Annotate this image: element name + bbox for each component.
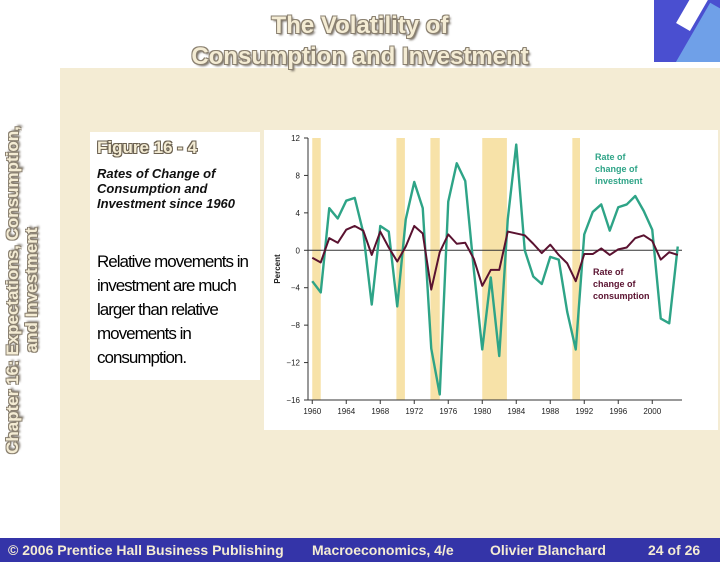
- y-tick-label: 8: [296, 171, 301, 180]
- x-tick-label: 1976: [439, 407, 457, 416]
- figure-subtitle: Rates of Change of Consumption and Inves…: [97, 166, 236, 211]
- y-axis-label: Percent: [273, 254, 282, 284]
- x-tick-label: 1996: [609, 407, 627, 416]
- y-tick-label: −4: [291, 284, 301, 293]
- footer-author: Olivier Blanchard: [490, 542, 606, 558]
- x-tick-label: 1968: [371, 407, 389, 416]
- y-tick-label: −8: [291, 321, 301, 330]
- corner-logo-graphic: [654, 0, 720, 62]
- y-tick-label: 12: [291, 134, 300, 143]
- consumption-series-label: Rate of: [593, 267, 625, 277]
- recession-band: [572, 138, 580, 400]
- chart-container: 12 8 4 0 −4 −8 −12 −16 1960 1964 1968 1972 1976 1980 1…: [264, 130, 718, 430]
- x-tick-label: 1972: [405, 407, 423, 416]
- y-tick-label: −12: [286, 359, 300, 368]
- y-tick-label: −16: [286, 396, 300, 405]
- figure-description: Relative movements in investment are muc…: [97, 252, 249, 367]
- slide-title-line2: Consumption and Investment: [191, 43, 529, 70]
- figure-caption-box: Figure 16 - 4 Rates of Change of Consump…: [90, 132, 260, 380]
- slide-title: The Volatility of Consumption and Invest…: [100, 10, 620, 72]
- slide-title-line1: The Volatility of: [271, 12, 449, 39]
- chapter-label-line1: Chapter 16: Expectations, Consumption,: [3, 126, 22, 454]
- x-tick-label: 1964: [337, 407, 355, 416]
- figure-label: Figure 16 - 4: [97, 138, 198, 157]
- consumption-series-label: change of: [593, 279, 637, 289]
- left-margin-band: [0, 0, 60, 538]
- consumption-series-label: consumption: [593, 291, 650, 301]
- x-tick-label: 1980: [473, 407, 491, 416]
- footer-bar: © 2006 Prentice Hall Business Publishing…: [0, 538, 720, 562]
- recession-band: [312, 138, 321, 400]
- y-tick-label: 4: [296, 209, 301, 218]
- consumption-series-line: [311, 224, 679, 291]
- x-tick-label: 1988: [541, 407, 559, 416]
- investment-series-label: Rate of: [595, 152, 627, 162]
- footer-book: Macroeconomics, 4/e: [312, 542, 454, 558]
- investment-series-label: change of: [595, 164, 639, 174]
- y-tick-label: 0: [296, 246, 301, 255]
- x-tick-label: 2000: [643, 407, 661, 416]
- investment-series-label: investment: [595, 176, 643, 186]
- footer-copyright: © 2006 Prentice Hall Business Publishing: [8, 542, 284, 558]
- footer-page-number: 24 of 26: [648, 542, 701, 558]
- x-tick-label: 1992: [575, 407, 593, 416]
- x-tick-label: 1960: [303, 407, 321, 416]
- investment-series-line: [311, 143, 679, 396]
- x-tick-label: 1984: [507, 407, 525, 416]
- chapter-label-line2: and Investment: [22, 227, 41, 353]
